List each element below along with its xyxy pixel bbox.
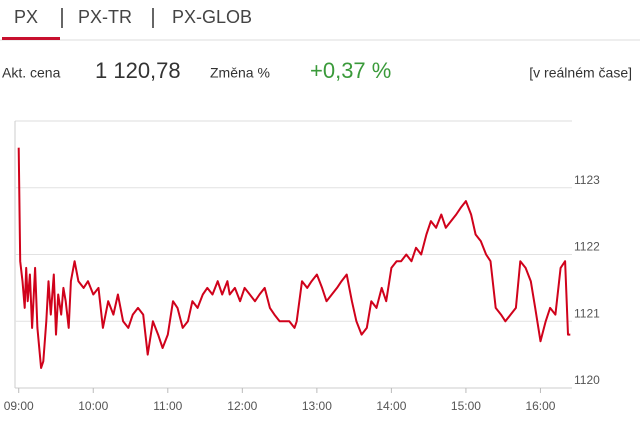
- active-tab-underline: [2, 37, 60, 40]
- y-tick-label: 1121: [574, 306, 600, 320]
- x-tick-label: 16:00: [525, 399, 555, 413]
- x-tick-label: 15:00: [451, 399, 481, 413]
- x-tick-label: 11:00: [153, 399, 182, 413]
- change: +0,37 %: [310, 58, 391, 83]
- y-tick-label: 1122: [574, 240, 600, 254]
- tab[interactable]: PX-TR: [78, 7, 132, 27]
- x-tick-label: 09:00: [4, 399, 34, 413]
- tab[interactable]: PX: [14, 7, 38, 27]
- tab[interactable]: PX-GLOB: [172, 7, 252, 27]
- change-label: Změna %: [210, 65, 270, 81]
- x-tick-label: 10:00: [78, 399, 108, 413]
- price-label: Akt. cena: [2, 65, 61, 81]
- y-tick-label: 1123: [574, 173, 600, 187]
- price: 1 120,78: [95, 58, 181, 83]
- x-tick-label: 12:00: [227, 399, 257, 413]
- price-line: [17, 147, 571, 369]
- x-tick-label: 13:00: [302, 399, 332, 413]
- realtime-note: [v reálném čase]: [529, 65, 632, 81]
- y-tick-label: 1120: [574, 373, 600, 387]
- x-tick-label: 14:00: [376, 399, 406, 413]
